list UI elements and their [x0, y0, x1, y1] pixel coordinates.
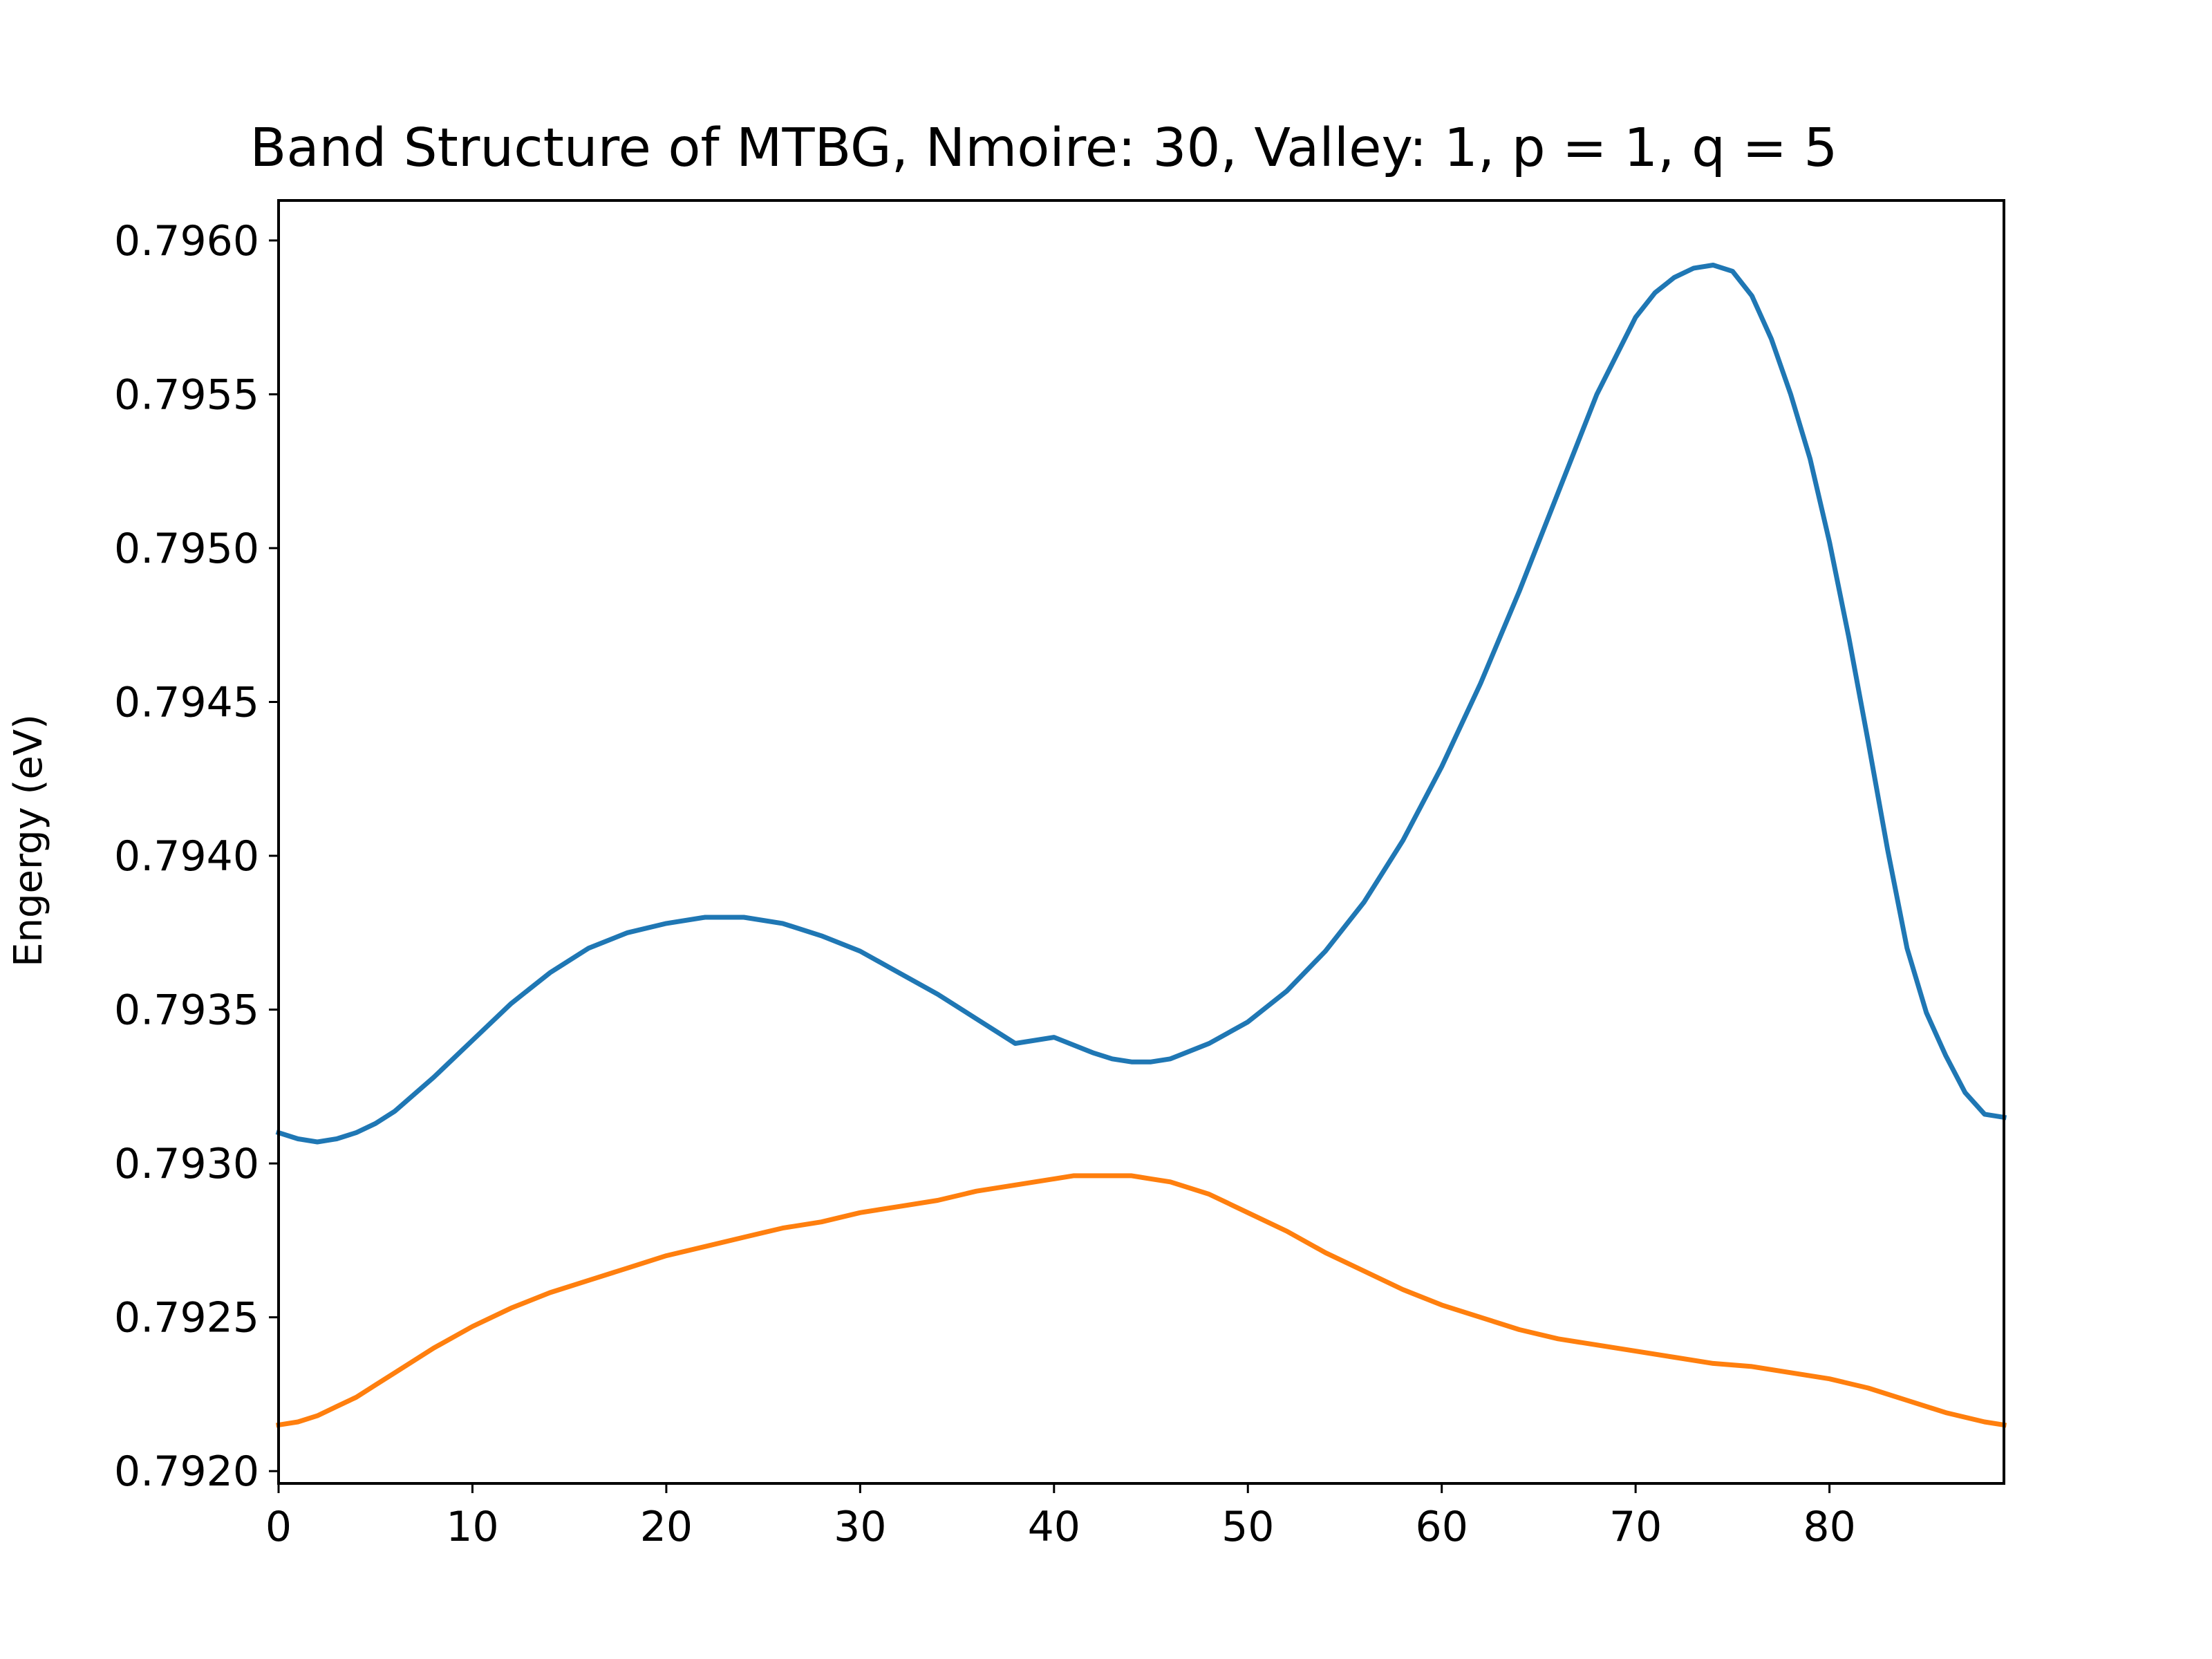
x-tick-label: 0 [265, 1503, 292, 1551]
y-axis-label: Engergy (eV) [6, 714, 51, 967]
y-tick-label: 0.7955 [114, 371, 259, 419]
x-tick-label: 30 [834, 1503, 886, 1551]
x-tick-label: 70 [1609, 1503, 1662, 1551]
x-tick-label: 80 [1803, 1503, 1855, 1551]
x-tick-label: 50 [1221, 1503, 1274, 1551]
chart-title: Band Structure of MTBG, Nmoire: 30, Vall… [250, 118, 1838, 179]
y-tick-label: 0.7945 [114, 678, 259, 727]
y-tick-label: 0.7935 [114, 986, 259, 1035]
ticks-layer: 0 10 20 30 40 50 60 70 80 0.7920 0.7925 0.7930 0.793… [114, 217, 1856, 1551]
y-tick-label: 0.7920 [114, 1447, 259, 1496]
y-tick-label: 0.7925 [114, 1294, 259, 1342]
y-tick-label: 0.7940 [114, 832, 259, 881]
x-tick-label: 20 [640, 1503, 693, 1551]
y-tick-label: 0.7960 [114, 217, 259, 265]
x-tick-label: 40 [1028, 1503, 1080, 1551]
y-tick-label: 0.7950 [114, 525, 259, 573]
series-line-2 [275, 1173, 2007, 1428]
axes-frame [277, 199, 2005, 1485]
x-tick-label: 10 [446, 1503, 498, 1551]
x-tick-label: 60 [1416, 1503, 1468, 1551]
series-layer [275, 263, 2007, 1428]
series-line-1 [275, 263, 2007, 1145]
y-tick-label: 0.7930 [114, 1140, 259, 1188]
